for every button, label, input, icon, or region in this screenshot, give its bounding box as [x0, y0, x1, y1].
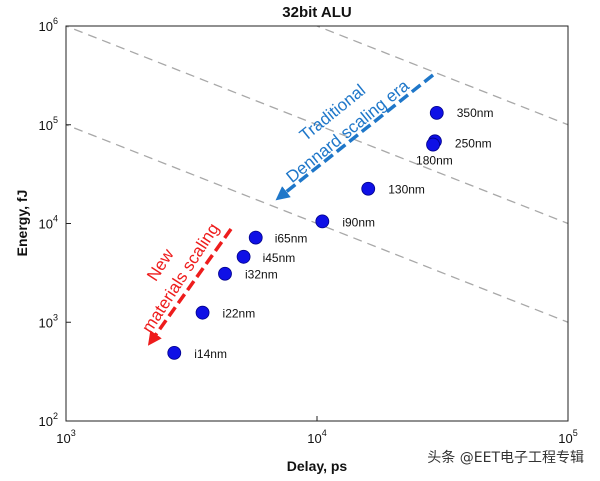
- iso-ed-line: [66, 26, 568, 225]
- dennard-arrow: [275, 73, 435, 201]
- x-tick-label: 105: [558, 428, 577, 446]
- point-label: 250nm: [455, 136, 492, 150]
- point-label: i22nm: [223, 307, 256, 321]
- data-point: [218, 266, 232, 281]
- x-tick-label: 103: [56, 428, 75, 446]
- point-label: i45nm: [263, 251, 296, 265]
- data-point: [248, 230, 263, 245]
- dennard-annotation: TraditionalDennard scaling era: [267, 57, 413, 187]
- point-label: i90nm: [342, 215, 375, 229]
- point-label: i32nm: [245, 268, 278, 282]
- point-label: i14nm: [194, 347, 227, 361]
- x-tick-label: 104: [307, 428, 326, 446]
- y-tick-label: 103: [39, 312, 58, 330]
- data-point: [426, 137, 440, 152]
- point-label: i65nm: [275, 232, 308, 246]
- point-label: 130nm: [388, 183, 425, 197]
- chart-title: 32bit ALU: [282, 4, 351, 21]
- y-tick-label: 102: [39, 411, 58, 429]
- y-axis-title: Energy, fJ: [14, 190, 30, 257]
- data-point: [236, 249, 251, 264]
- y-tick-label: 105: [39, 115, 58, 133]
- data-point: [195, 305, 210, 320]
- data-point: [429, 105, 444, 120]
- data-point: [167, 345, 182, 360]
- data-point: [315, 214, 330, 229]
- materials-arrow: [147, 227, 233, 346]
- x-axis-title: Delay, ps: [287, 458, 348, 474]
- watermark: 头条 @EET电子工程专辑: [427, 450, 584, 466]
- y-tick-label: 106: [39, 16, 58, 34]
- point-label: 350nm: [457, 106, 494, 120]
- data-point: [361, 181, 376, 196]
- point-label: 180nm: [416, 154, 453, 168]
- y-tick-label: 104: [39, 214, 58, 232]
